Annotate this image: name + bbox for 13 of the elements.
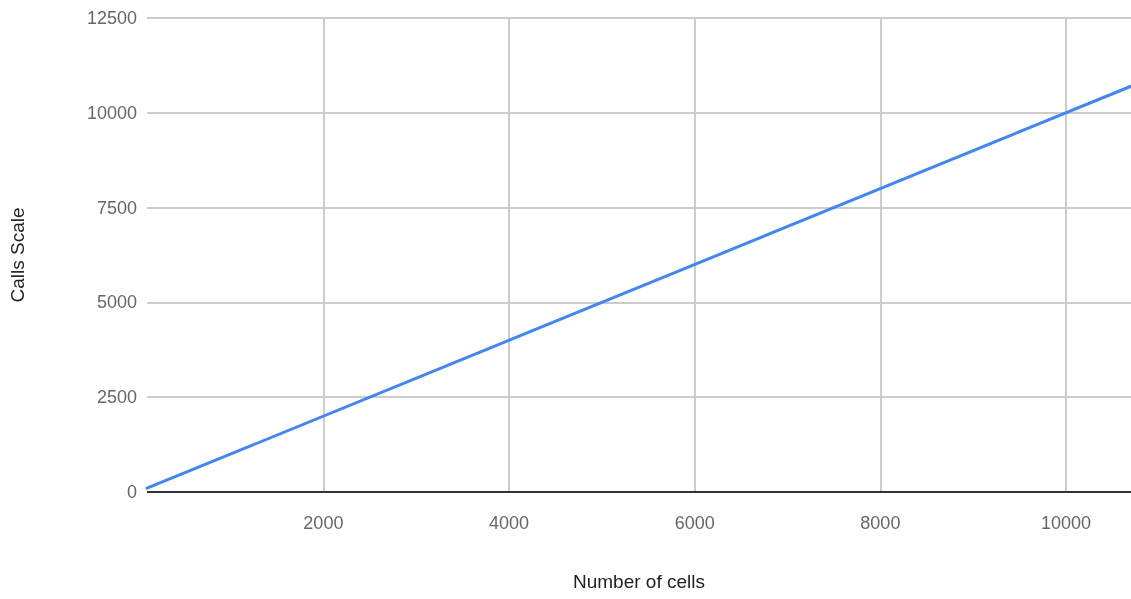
y-tick-label: 0 <box>126 482 137 502</box>
y-tick-label: 5000 <box>96 292 137 313</box>
x-tick-label: 6000 <box>674 513 715 533</box>
y-tick-label: 12500 <box>86 8 137 28</box>
x-axis-title: Number of cells <box>573 571 705 592</box>
x-tick-label: 8000 <box>860 513 901 533</box>
x-tick-label: 4000 <box>489 513 530 533</box>
x-tick-label: 2000 <box>303 513 344 533</box>
y-tick-label: 10000 <box>86 102 137 123</box>
y-tick-label: 2500 <box>96 387 137 408</box>
x-tick-label: 10000 <box>1040 513 1092 533</box>
y-tick-label: 7500 <box>96 197 137 218</box>
y-axis-title: Calls Scale <box>7 207 28 303</box>
